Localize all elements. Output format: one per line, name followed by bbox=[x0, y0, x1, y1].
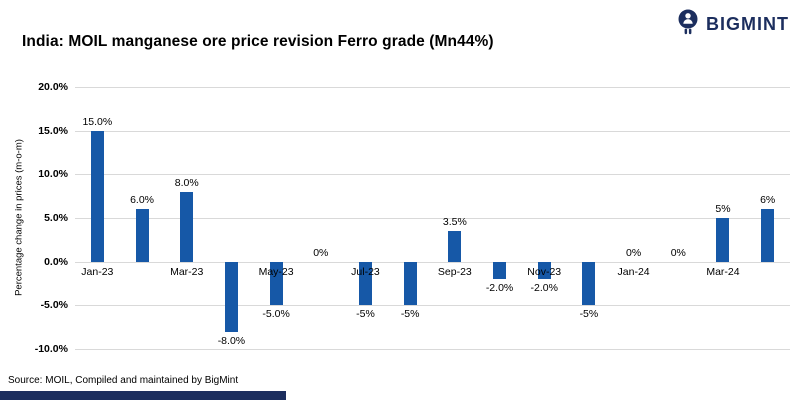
source-note: Source: MOIL, Compiled and maintained by… bbox=[8, 375, 239, 386]
x-axis-tick-label: Mar-24 bbox=[706, 265, 740, 278]
gridline bbox=[75, 87, 790, 88]
bar-Feb-23 bbox=[135, 209, 149, 262]
x-axis-tick-label: Jul-23 bbox=[351, 265, 380, 278]
bar-Apr-23 bbox=[224, 261, 238, 332]
bigmint-brand-text: BIGMINT bbox=[706, 13, 789, 34]
bar-value-label: 0% bbox=[313, 246, 329, 259]
bar-Oct-23 bbox=[493, 261, 507, 280]
gridline bbox=[75, 174, 790, 176]
chart-title: India: MOIL manganese ore price revision… bbox=[22, 33, 494, 50]
y-axis-tick-label: 0.0% bbox=[44, 255, 68, 268]
gridline bbox=[75, 305, 790, 307]
bar-value-label: -5% bbox=[579, 308, 599, 321]
x-axis-tick-label: Sep-23 bbox=[437, 265, 472, 278]
bar-value-label: 15.0% bbox=[82, 115, 113, 128]
x-axis-tick-label: Mar-23 bbox=[170, 265, 204, 278]
bar-Jan-23 bbox=[90, 130, 104, 262]
bar-chart-plot-area: 15.0% 6.0% 8.0% -8.0% -5.0% 0% -5% -5% 3.5% -2.0%… bbox=[75, 87, 790, 350]
gridline bbox=[75, 218, 790, 219]
bar-value-label: -8.0% bbox=[217, 334, 246, 347]
gridline bbox=[75, 349, 790, 350]
bar-value-label: -5.0% bbox=[262, 308, 290, 321]
bar-Mar-24 bbox=[716, 218, 730, 262]
bar-value-label: -2.0% bbox=[485, 282, 514, 295]
bar-Mar-23 bbox=[180, 191, 194, 262]
bar-value-label: 0% bbox=[626, 246, 642, 259]
bar-value-label: -2.0% bbox=[530, 282, 558, 295]
bar-Jul-23 bbox=[358, 261, 372, 306]
bar-value-label: 6% bbox=[760, 194, 776, 207]
bar-Dec-23 bbox=[582, 261, 596, 306]
y-axis-tick-label: 10.0% bbox=[38, 168, 68, 181]
y-axis-tick-label: -10.0% bbox=[34, 343, 68, 355]
bar-value-label: 3.5% bbox=[442, 216, 467, 229]
x-axis-tick-label: Jan-24 bbox=[617, 265, 650, 278]
gridline bbox=[75, 261, 790, 263]
bar-Apr-24 bbox=[761, 209, 775, 262]
bigmint-person-icon bbox=[675, 8, 701, 40]
y-axis-tick-label: 15.0% bbox=[38, 124, 68, 137]
y-axis-tick-label: 5.0% bbox=[44, 212, 68, 224]
bar-value-label: 6.0% bbox=[130, 194, 154, 207]
bar-value-label: -5% bbox=[400, 308, 420, 321]
y-axis-tick-label: -5.0% bbox=[40, 299, 68, 312]
gridline bbox=[75, 130, 790, 132]
x-axis-tick-label: Jan-23 bbox=[81, 265, 114, 278]
bar-value-label: 5% bbox=[715, 203, 731, 215]
bigmint-logo: BIGMINT bbox=[675, 8, 789, 40]
bar-value-label: 8.0% bbox=[174, 176, 199, 189]
x-axis-tick-label: May-23 bbox=[258, 265, 294, 278]
bar-value-label: -5% bbox=[356, 308, 375, 321]
bar-Nov-23 bbox=[537, 261, 551, 280]
bar-Sep-23 bbox=[448, 231, 462, 262]
bar-May-23 bbox=[269, 261, 283, 306]
x-axis-tick-label: Nov-23 bbox=[527, 265, 562, 278]
y-axis-tick-labels: 20.0% 15.0% 10.0% 5.0% 0.0% -5.0% -10.0% bbox=[0, 81, 68, 355]
bar-value-label: 0% bbox=[670, 246, 686, 259]
bar-Aug-23 bbox=[403, 261, 417, 306]
footer-accent-strip bbox=[0, 391, 286, 400]
y-axis-tick-label: 20.0% bbox=[38, 81, 68, 93]
